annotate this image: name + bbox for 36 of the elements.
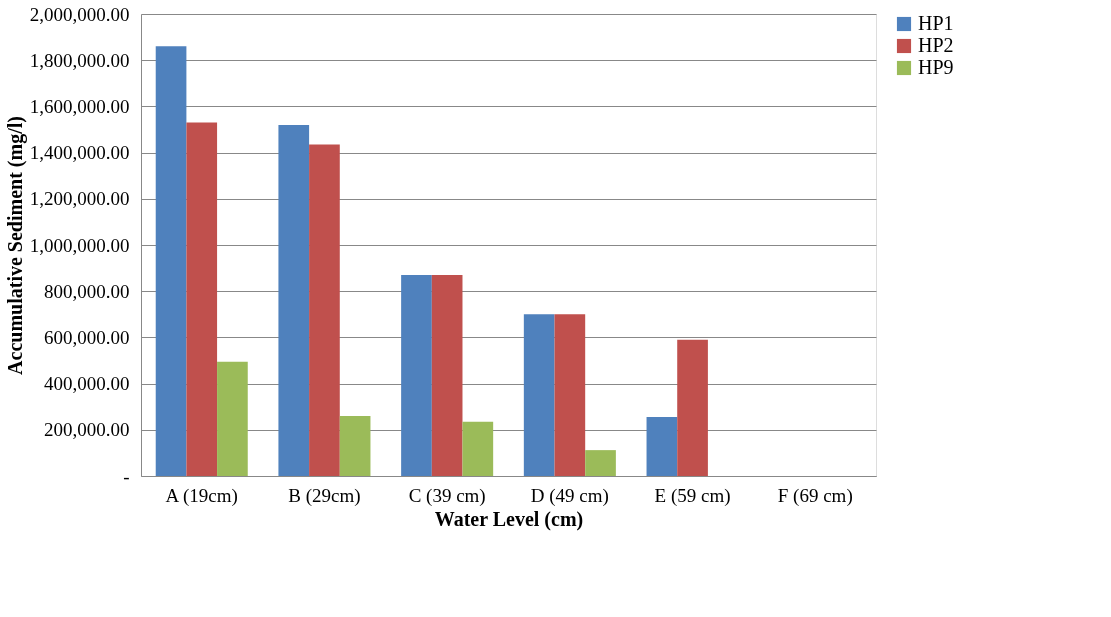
- x-tick-label: C (39 cm): [408, 484, 486, 507]
- legend-label: HP9: [918, 56, 954, 78]
- x-tick-label: E (59 cm): [654, 484, 731, 507]
- bar: [339, 415, 371, 476]
- y-tick-label: 1,400,000.00: [29, 142, 130, 164]
- bar: [309, 144, 340, 476]
- x-tick-label: F (69 cm): [777, 484, 853, 507]
- y-tick-label: 800,000.00: [44, 280, 130, 302]
- x-axis-title: Water Level (cm): [434, 507, 584, 531]
- y-tick-label: 1,000,000.00: [29, 234, 130, 256]
- bar: [431, 275, 463, 476]
- x-tick-label: D (49 cm): [530, 484, 609, 507]
- bar: [523, 314, 555, 476]
- legend-label: HP2: [918, 34, 954, 56]
- bar: [401, 275, 432, 476]
- bar: [217, 361, 248, 476]
- y-tick-label: 400,000.00: [44, 373, 130, 395]
- y-tick-label: -: [123, 465, 130, 487]
- y-tick-label: 200,000.00: [44, 419, 130, 441]
- y-tick-label: 1,600,000.00: [29, 95, 130, 117]
- bar: [155, 46, 187, 476]
- y-tick-label: 2,000,000.00: [29, 3, 130, 25]
- bar: [462, 421, 494, 476]
- y-tick-label: 1,200,000.00: [29, 188, 130, 210]
- bar: [186, 122, 218, 476]
- y-axis-title: Accumulative Sediment (mg/l): [3, 116, 27, 375]
- y-tick-label: 600,000.00: [44, 326, 130, 348]
- bar: [585, 450, 616, 476]
- legend-label: HP1: [918, 12, 954, 34]
- bar: [278, 124, 310, 476]
- x-tick-label: A (19cm): [165, 484, 238, 507]
- bar: [646, 417, 678, 476]
- bar: [554, 314, 586, 476]
- x-tick-label: B (29cm): [288, 484, 361, 507]
- bar: [677, 339, 708, 476]
- y-tick-label: 1,800,000.00: [29, 49, 130, 71]
